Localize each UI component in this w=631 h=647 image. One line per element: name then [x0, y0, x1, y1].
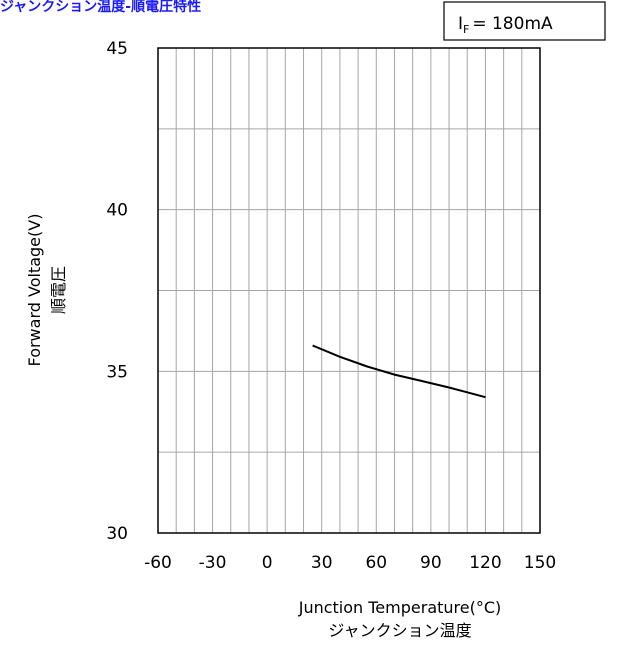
- y-tick-label: 35: [106, 362, 128, 382]
- y-tick-label: 45: [106, 39, 128, 59]
- condition-box: IF = 180mA: [443, 1, 606, 41]
- x-tick-label: -60: [144, 553, 172, 573]
- x-tick-label: 120: [469, 553, 501, 573]
- y-axis-label: Forward Voltage(V): [25, 214, 44, 367]
- x-tick-label: 150: [524, 553, 556, 573]
- grid: [158, 48, 540, 533]
- condition-value: = 180mA: [472, 14, 553, 34]
- plot-area: [157, 47, 541, 534]
- y-axis-label-jp: 順電圧: [49, 266, 68, 314]
- x-tick-label: 30: [311, 553, 333, 573]
- x-tick-label: 90: [420, 553, 442, 573]
- x-tick-label: 60: [365, 553, 387, 573]
- x-tick-label: 0: [262, 553, 273, 573]
- condition-subscript: F: [463, 23, 469, 36]
- chart-title: ジャンクション温度-順電圧特性: [0, 0, 201, 15]
- series-line: [312, 344, 486, 399]
- x-tick-label: -30: [199, 553, 227, 573]
- x-axis-label: Junction Temperature(°C): [298, 598, 502, 617]
- y-tick-label: 40: [106, 201, 128, 221]
- x-axis-ticks: -60 -30 0 30 60 90 120 150: [144, 553, 556, 573]
- svg-text:IF= 180mA: IF = 180mA: [458, 14, 553, 36]
- x-axis-label-jp: ジャンクション温度: [328, 621, 471, 640]
- y-tick-label: 30: [106, 524, 128, 544]
- y-axis-ticks: 30 35 40 45: [106, 39, 128, 544]
- condition-symbol: I: [458, 14, 463, 34]
